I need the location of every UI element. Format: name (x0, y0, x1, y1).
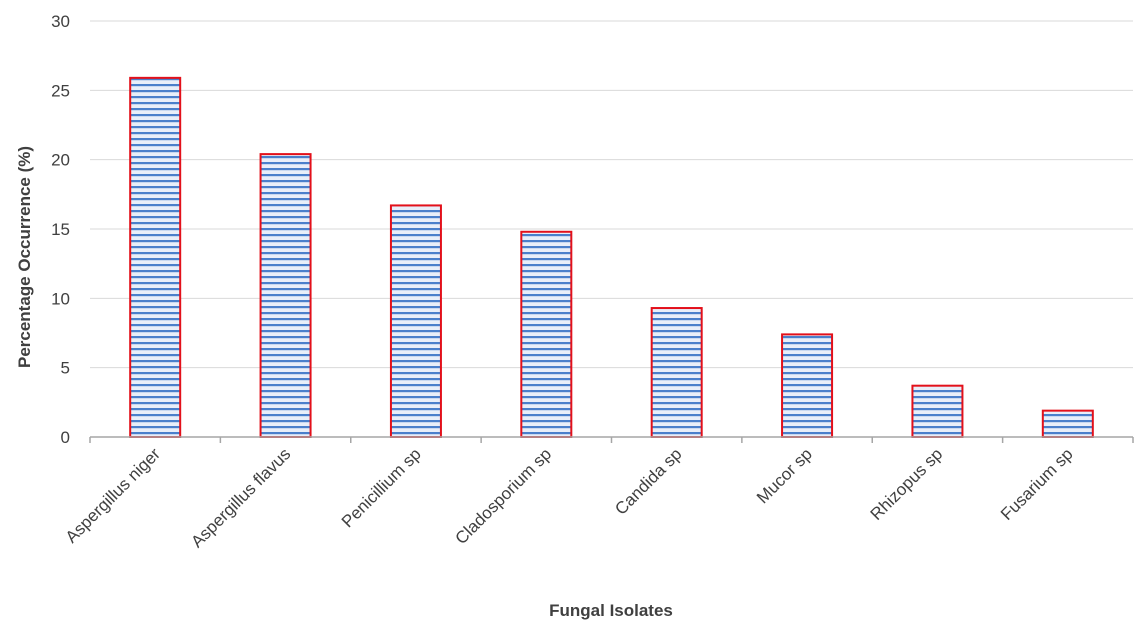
y-tick-label: 25 (51, 81, 70, 100)
y-tick-label: 5 (61, 359, 70, 378)
x-tick-label: Rhizopus sp (867, 444, 947, 524)
y-tick-label: 15 (51, 220, 70, 239)
bar (781, 333, 834, 438)
bar (650, 307, 703, 439)
x-axis-title: Fungal Isolates (549, 601, 673, 620)
x-tick-label: Aspergillus niger (62, 444, 165, 547)
x-tick-label: Aspergillus flavus (187, 444, 294, 551)
bar (259, 153, 312, 438)
x-tick-label: Cladosporium sp (452, 444, 556, 548)
x-tick-label: Penicillium sp (338, 444, 425, 531)
x-axis (89, 436, 1134, 443)
y-axis-tick-labels: 0 5 10 15 20 25 30 (51, 12, 70, 447)
bars (129, 76, 1094, 439)
x-tick-label: Fusarium sp (997, 444, 1077, 524)
x-tick-label: Mucor sp (753, 444, 816, 507)
y-tick-label: 20 (51, 151, 70, 170)
bar (911, 384, 964, 438)
x-tick-label: Candida sp (611, 444, 685, 518)
bar (389, 204, 442, 438)
bar (520, 230, 573, 438)
bar (129, 76, 182, 438)
y-tick-label: 30 (51, 12, 70, 31)
gridlines (90, 20, 1133, 369)
x-axis-tick-labels: Aspergillus niger Aspergillus flavus Penic… (62, 444, 1077, 551)
bar (1041, 409, 1094, 438)
y-tick-label: 0 (61, 428, 70, 447)
y-axis-title: Percentage Occurrence (%) (15, 146, 34, 368)
y-tick-label: 10 (51, 289, 70, 308)
